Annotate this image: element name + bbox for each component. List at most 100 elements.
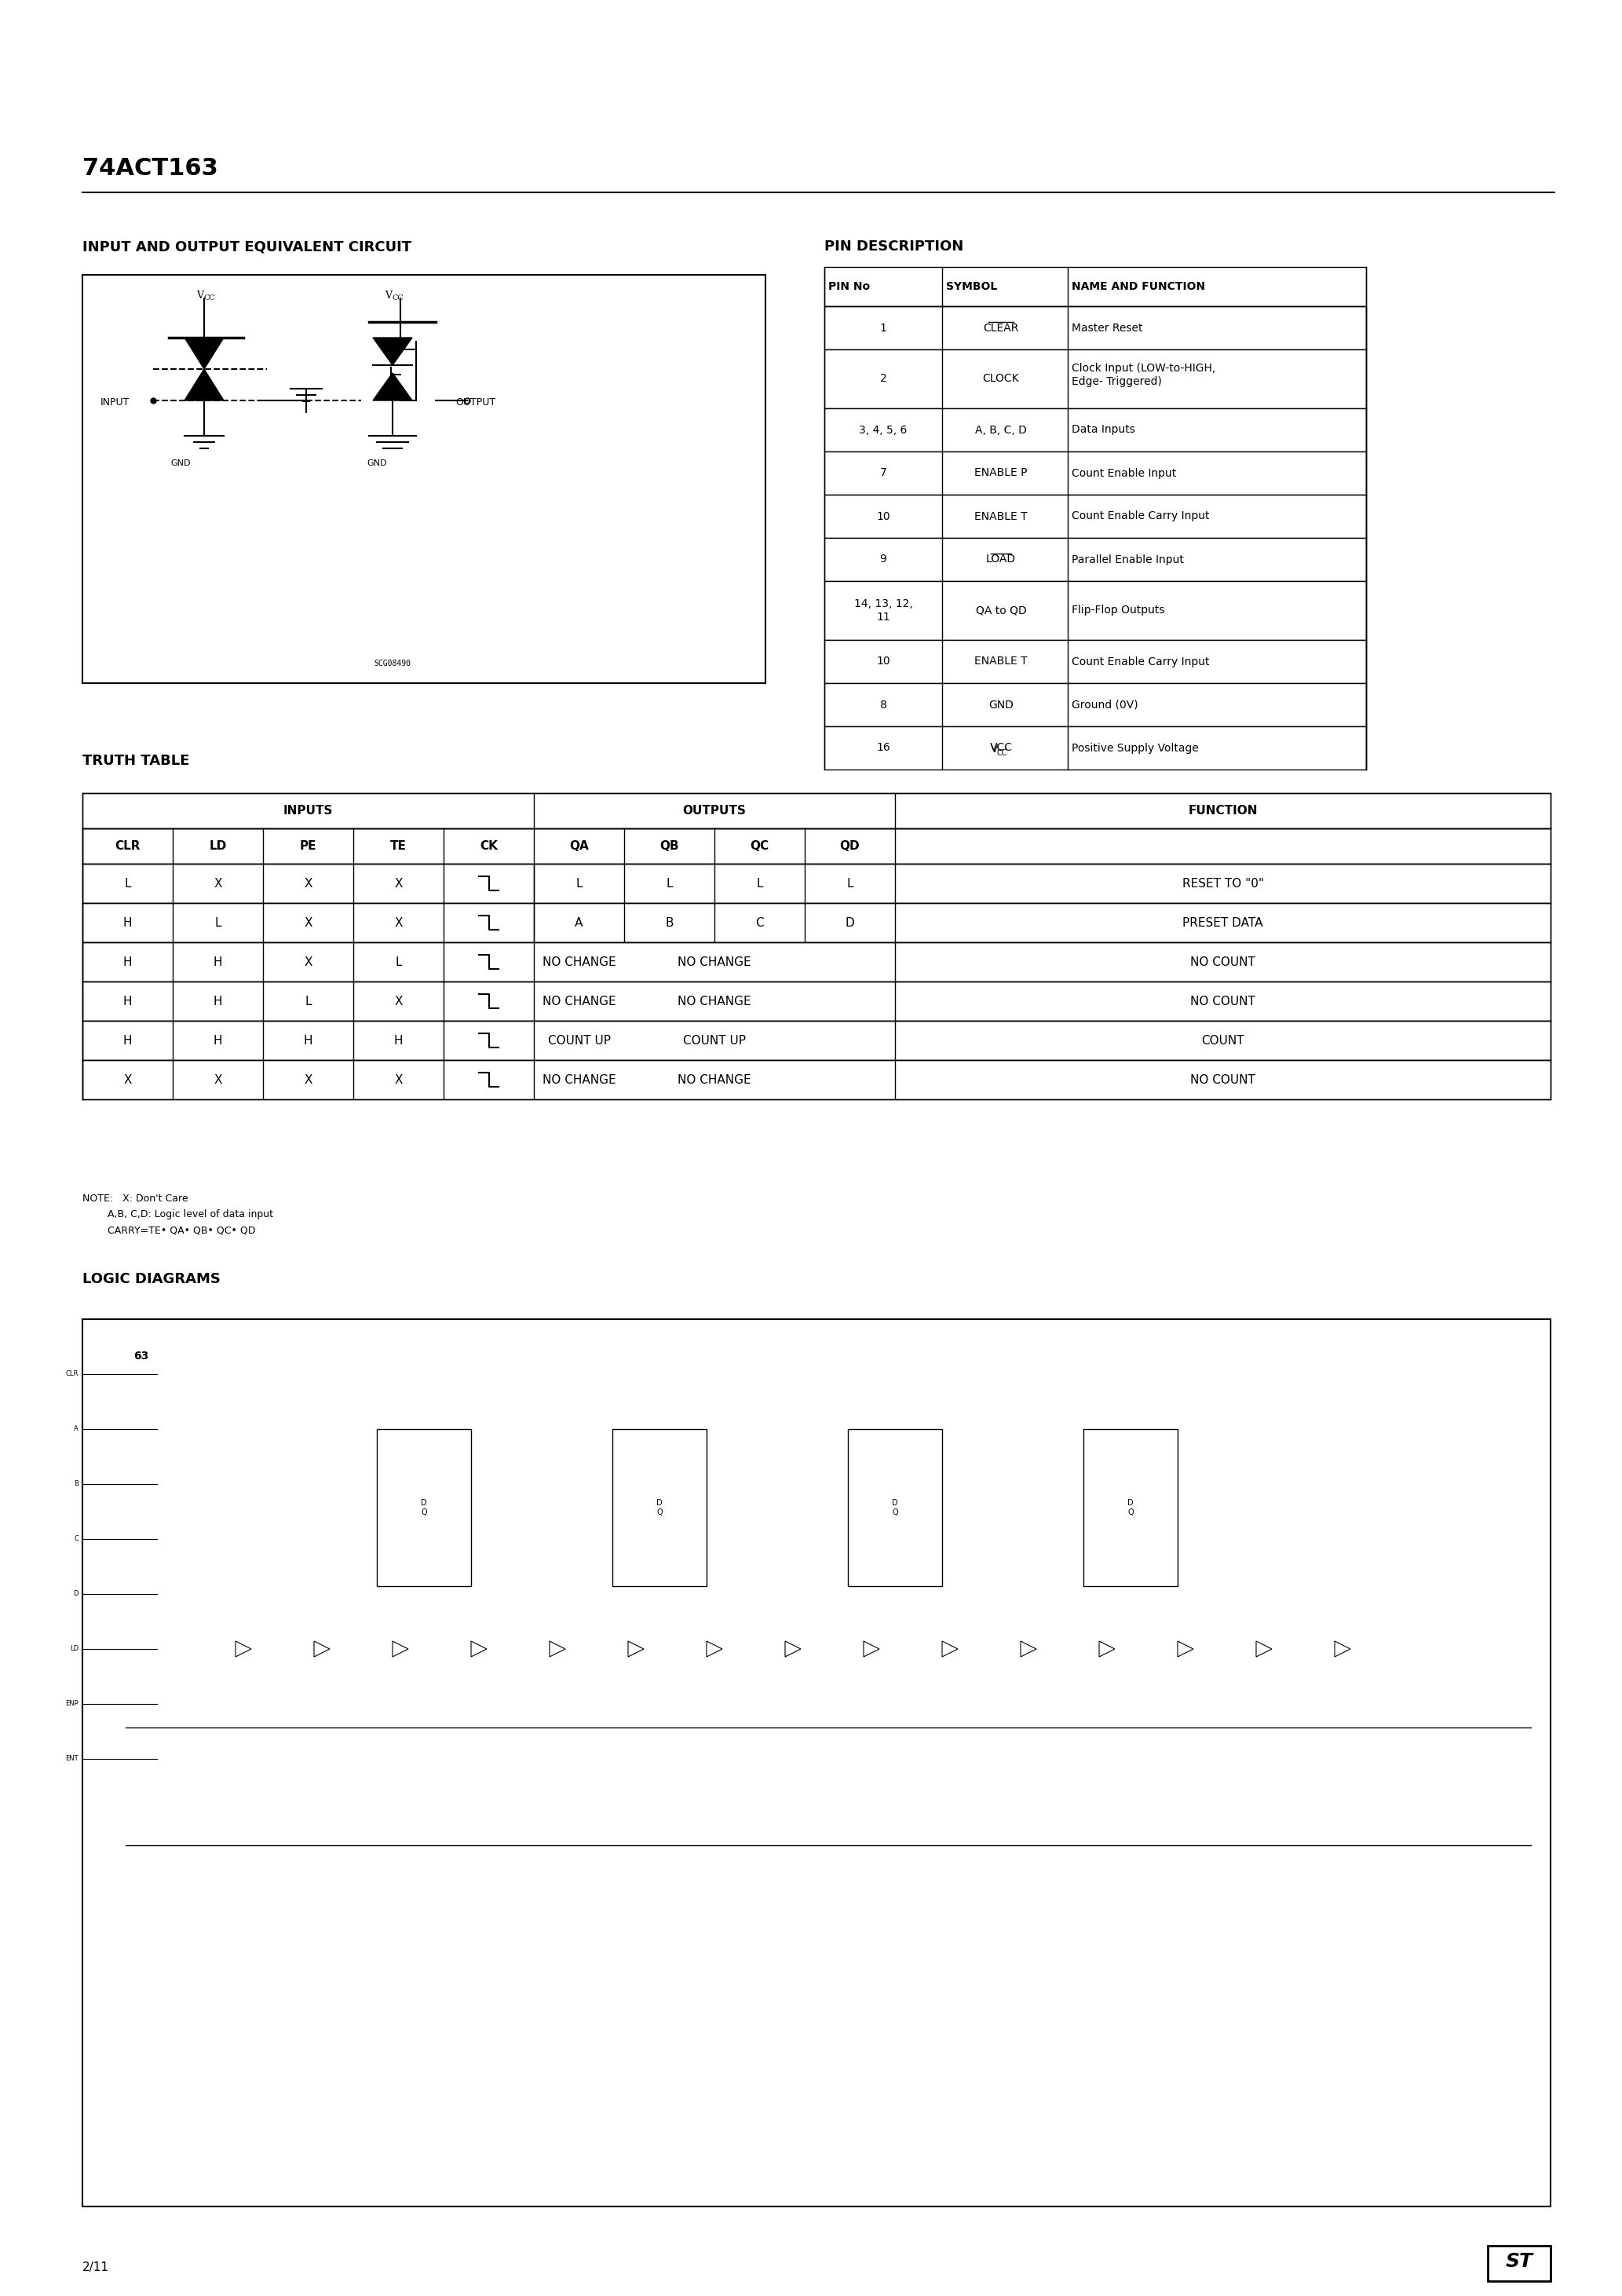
Text: NO COUNT: NO COUNT [1191, 1075, 1255, 1086]
Polygon shape [185, 370, 224, 400]
Text: ENABLE P: ENABLE P [975, 468, 1027, 478]
Text: NO COUNT: NO COUNT [1191, 994, 1255, 1008]
Polygon shape [1100, 1642, 1114, 1658]
Text: PRESET DATA: PRESET DATA [1182, 916, 1264, 928]
Text: FUNCTION: FUNCTION [1187, 806, 1257, 817]
Text: PIN DESCRIPTION: PIN DESCRIPTION [824, 239, 963, 253]
Text: ENP: ENP [65, 1701, 78, 1708]
Text: 14, 13, 12,
11: 14, 13, 12, 11 [853, 599, 913, 622]
Text: OUTPUTS: OUTPUTS [683, 806, 746, 817]
Text: 7: 7 [879, 468, 887, 478]
Text: 63: 63 [133, 1350, 149, 1362]
Bar [1487, 2245, 1551, 2282]
Text: Positive Supply Voltage: Positive Supply Voltage [1072, 742, 1199, 753]
Text: L: L [305, 994, 311, 1008]
Text: H: H [123, 994, 131, 1008]
Text: D
Q: D Q [892, 1499, 899, 1515]
Text: NO CHANGE: NO CHANGE [678, 955, 751, 969]
Text: LOAD: LOAD [986, 553, 1015, 565]
Bar [824, 349, 1366, 409]
Text: H: H [214, 994, 222, 1008]
Text: Flip-Flop Outputs: Flip-Flop Outputs [1072, 606, 1165, 615]
Text: NAME AND FUNCTION: NAME AND FUNCTION [1072, 280, 1205, 292]
Text: VCC: VCC [989, 742, 1012, 753]
Text: TRUTH TABLE: TRUTH TABLE [83, 753, 190, 767]
Text: PIN No: PIN No [829, 280, 869, 292]
Bar [1083, 1428, 1178, 1587]
Text: V: V [384, 292, 393, 301]
Text: L: L [576, 877, 582, 889]
Text: C: C [75, 1536, 78, 1543]
Text: X: X [303, 916, 313, 928]
Text: 74ACT163: 74ACT163 [83, 156, 217, 179]
Bar [83, 1022, 1551, 1061]
Text: 9: 9 [879, 553, 887, 565]
Text: COUNT: COUNT [1202, 1035, 1244, 1047]
Text: 2/11: 2/11 [83, 2262, 109, 2273]
Text: X: X [394, 994, 402, 1008]
Text: 10: 10 [876, 657, 890, 668]
Text: X: X [214, 1075, 222, 1086]
Polygon shape [942, 1642, 959, 1658]
Text: NOTE:   X: Don't Care: NOTE: X: Don't Care [83, 1194, 188, 1203]
Text: D: D [73, 1591, 78, 1598]
Text: D
Q: D Q [1127, 1499, 1134, 1515]
Polygon shape [550, 1642, 564, 1658]
Text: CARRY=TE• QA• QB• QC• QD: CARRY=TE• QA• QB• QC• QD [83, 1226, 255, 1235]
Text: NO COUNT: NO COUNT [1191, 955, 1255, 969]
Text: 1: 1 [879, 321, 887, 333]
Text: L: L [396, 955, 402, 969]
Text: NO CHANGE: NO CHANGE [678, 994, 751, 1008]
Text: CLOCK: CLOCK [983, 374, 1019, 383]
Text: D
Q: D Q [422, 1499, 427, 1515]
Text: 8: 8 [879, 700, 887, 709]
Bar [83, 902, 1551, 941]
Text: INPUT: INPUT [101, 397, 130, 409]
Text: QA: QA [569, 840, 589, 852]
Polygon shape [707, 1642, 722, 1658]
Text: C: C [756, 916, 764, 928]
Polygon shape [1255, 1642, 1272, 1658]
Bar [824, 641, 1366, 684]
Text: COUNT UP: COUNT UP [683, 1035, 746, 1047]
Text: A, B, C, D: A, B, C, D [975, 425, 1027, 436]
Text: X: X [394, 877, 402, 889]
Text: H: H [214, 955, 222, 969]
Text: L: L [756, 877, 762, 889]
Bar [83, 863, 1551, 902]
Bar [824, 537, 1366, 581]
Text: H: H [123, 955, 131, 969]
Bar [83, 941, 1551, 980]
Text: SYMBOL: SYMBOL [946, 280, 998, 292]
Text: GND: GND [988, 700, 1014, 709]
Text: X: X [214, 877, 222, 889]
Text: Ground (0V): Ground (0V) [1072, 700, 1139, 709]
Polygon shape [185, 338, 224, 370]
Text: GND: GND [170, 459, 190, 466]
Bar [83, 792, 1551, 829]
Text: OUTPUT: OUTPUT [456, 397, 495, 409]
Text: H: H [214, 1035, 222, 1047]
Text: LD: LD [70, 1646, 78, 1653]
Text: 10: 10 [876, 510, 890, 521]
Polygon shape [1335, 1642, 1351, 1658]
Text: X: X [303, 955, 313, 969]
Polygon shape [393, 1642, 409, 1658]
Bar [83, 1061, 1551, 1100]
Polygon shape [373, 372, 412, 400]
Polygon shape [1178, 1642, 1194, 1658]
Bar [83, 276, 766, 684]
Polygon shape [1020, 1642, 1036, 1658]
Text: 2: 2 [879, 374, 887, 383]
Bar [83, 1320, 1551, 2206]
Bar [824, 305, 1366, 349]
Text: QC: QC [749, 840, 769, 852]
Text: ST: ST [1505, 2252, 1533, 2271]
Text: B: B [75, 1481, 78, 1488]
Text: Parallel Enable Input: Parallel Enable Input [1072, 553, 1184, 565]
Polygon shape [373, 338, 412, 365]
Text: INPUTS: INPUTS [284, 806, 333, 817]
Text: CK: CK [480, 840, 498, 852]
Text: L: L [125, 877, 131, 889]
Text: L: L [667, 877, 673, 889]
